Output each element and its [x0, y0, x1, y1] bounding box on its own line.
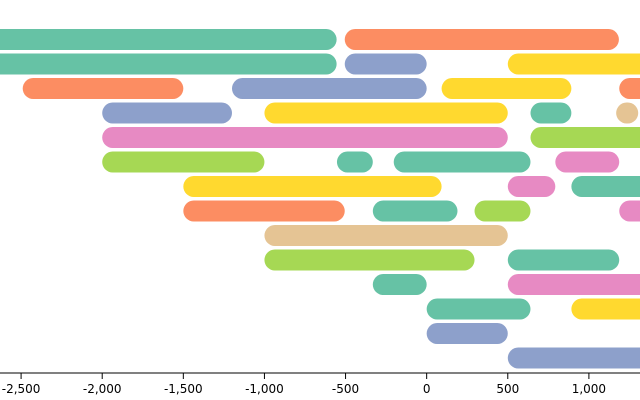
- x-tick-label: 0: [423, 382, 431, 396]
- x-tick: 500: [496, 373, 519, 396]
- x-tick: -1,000: [245, 373, 284, 396]
- range-bar-row5-0: [102, 151, 265, 173]
- range-bar-row13-0: [507, 347, 640, 369]
- range-bar-row7-0: [183, 200, 345, 222]
- x-tick: -500: [332, 373, 359, 396]
- x-tick: 1,000: [572, 373, 606, 396]
- range-bar-row7-1: [372, 200, 458, 222]
- x-tick: -2,000: [83, 373, 122, 396]
- x-axis: -2,500 -2,000 -1,500 -1,000 -500 0 500 1,000: [0, 372, 640, 396]
- range-bar-row3-1: [264, 102, 508, 124]
- range-bar-row6-2: [571, 176, 640, 197]
- range-bar-row0-0: [0, 29, 337, 50]
- range-bar-row0-1: [344, 29, 619, 50]
- range-bar-row6-1: [507, 176, 556, 197]
- x-tick-label: 500: [496, 382, 519, 396]
- range-bar-row1-2: [507, 53, 640, 75]
- bars-layer: [0, 29, 640, 369]
- range-bar-row10-0: [372, 274, 427, 295]
- range-bar-row4-0: [102, 127, 508, 148]
- range-bar-row9-0: [264, 249, 475, 271]
- range-bar-row9-1: [507, 249, 620, 271]
- range-bar-row1-0: [0, 53, 337, 75]
- range-bar-row2-2: [441, 78, 572, 99]
- x-tick-label: 1,000: [572, 382, 606, 396]
- x-tick: -2,500: [2, 373, 41, 396]
- x-tick-label: -1,000: [245, 382, 284, 396]
- range-bar-row3-3: [616, 102, 639, 124]
- range-bar-row5-3: [555, 151, 620, 173]
- range-bar-row7-2: [474, 200, 531, 222]
- range-bar-row10-1: [507, 274, 640, 295]
- range-bar-row3-2: [530, 102, 572, 124]
- range-bar-row7-3: [619, 200, 640, 222]
- x-tick-label: -2,000: [83, 382, 122, 396]
- range-bar-row2-0: [22, 78, 184, 99]
- x-tick: -1,500: [164, 373, 203, 396]
- x-tick-label: -500: [332, 382, 359, 396]
- range-bar-row2-1: [231, 78, 427, 99]
- range-bar-row2-3: [619, 78, 640, 99]
- range-bar-row8-0: [264, 225, 508, 246]
- range-bar-row5-1: [336, 151, 373, 173]
- x-tick-label: -1,500: [164, 382, 203, 396]
- range-bar-row5-2: [393, 151, 531, 173]
- x-tick: 0: [423, 373, 431, 396]
- range-bar-row11-1: [571, 298, 640, 320]
- range-bar-row6-0: [183, 176, 442, 197]
- range-bar-row11-0: [426, 298, 531, 320]
- range-bar-row3-0: [102, 102, 232, 124]
- range-bar-row4-1: [530, 127, 640, 148]
- x-tick-label: -2,500: [2, 382, 41, 396]
- range-bar-row1-1: [344, 53, 427, 75]
- range-bar-row12-0: [426, 323, 508, 344]
